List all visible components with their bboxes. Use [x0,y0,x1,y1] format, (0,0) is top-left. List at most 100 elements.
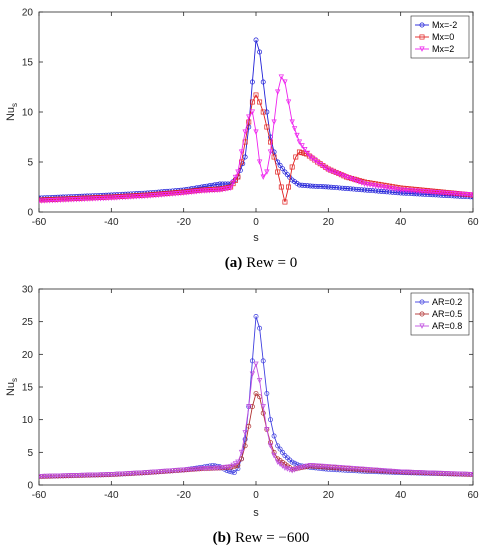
legend-entry: Mx=2 [415,44,454,54]
legend-swatch-marker [419,34,425,40]
data-point [196,188,202,195]
data-point [425,188,430,194]
plot-area [38,11,474,213]
data-point [302,147,308,153]
data-point [128,194,134,200]
data-point [89,472,96,478]
data-point [325,184,331,190]
data-point [275,89,281,95]
data-point [427,192,433,198]
data-point [212,187,218,194]
data-point [79,196,85,203]
data-point [214,181,220,187]
data-point [128,193,134,199]
data-point [448,471,455,477]
data-point [249,109,256,115]
data-point [220,186,225,191]
data-point [271,154,277,160]
data-point [63,197,69,203]
data-point [278,184,284,190]
data-point [367,188,373,193]
data-point [136,470,142,476]
y-tick-label: 10 [22,108,34,119]
data-point [191,189,197,195]
data-point [339,185,345,191]
y-tick-label: 0 [27,208,33,219]
data-point [280,449,285,455]
data-point [294,132,300,139]
data-point [389,468,395,475]
data-point [253,129,259,135]
data-point [400,187,407,194]
data-point [161,192,167,198]
data-point [68,473,74,479]
data-point [289,164,295,170]
data-point [158,469,165,475]
data-point [268,139,273,145]
data-point [282,169,288,175]
data-point [441,189,446,195]
x-axis-label: s [253,507,259,519]
data-point [167,468,173,474]
data-point [79,472,85,479]
data-point [49,196,55,202]
data-point [464,192,471,198]
data-point [386,185,393,192]
data-point [342,185,348,191]
data-point [456,191,463,197]
data-point [181,190,187,196]
data-point [260,174,266,180]
data-point [271,149,277,155]
x-tick-label: 20 [323,217,335,228]
data-point [389,186,395,192]
data-point [264,124,270,130]
data-point [398,469,404,475]
data-point [120,193,125,199]
data-point [454,191,460,197]
data-point [299,143,305,149]
data-point [294,466,300,472]
data-point [158,191,164,197]
data-point [347,465,354,472]
data-point [359,187,365,193]
data-point [139,470,145,476]
data-point [277,162,283,168]
data-point [411,188,417,194]
y-axis-label-subscript: s [10,378,19,382]
data-point [246,404,252,410]
data-point [406,188,412,194]
data-point [392,469,398,475]
data-point [111,195,117,201]
data-point [92,472,98,478]
data-point [305,183,310,189]
data-point [470,192,473,198]
data-point [222,185,228,191]
data-point [209,187,215,194]
data-point [74,195,79,201]
data-point [111,471,117,478]
data-point [147,192,153,198]
data-point [427,470,433,476]
data-point [334,464,340,471]
data-point [122,193,128,199]
data-point [353,466,359,472]
data-point [253,37,259,43]
data-point [395,187,401,193]
data-point [39,198,42,204]
data-point [230,180,236,186]
data-point [144,470,151,476]
data-point [432,470,439,477]
data-point [39,197,45,203]
series-mx-2 [39,74,473,204]
data-point [150,192,156,197]
data-point [277,446,283,452]
data-point [106,194,112,200]
data-point [63,473,69,479]
data-point [356,187,362,192]
y-axis-label-subscript: s [10,103,19,107]
data-point [71,196,77,202]
data-point [97,472,104,478]
data-point [76,195,82,201]
data-point [57,196,63,202]
data-point [100,194,106,200]
